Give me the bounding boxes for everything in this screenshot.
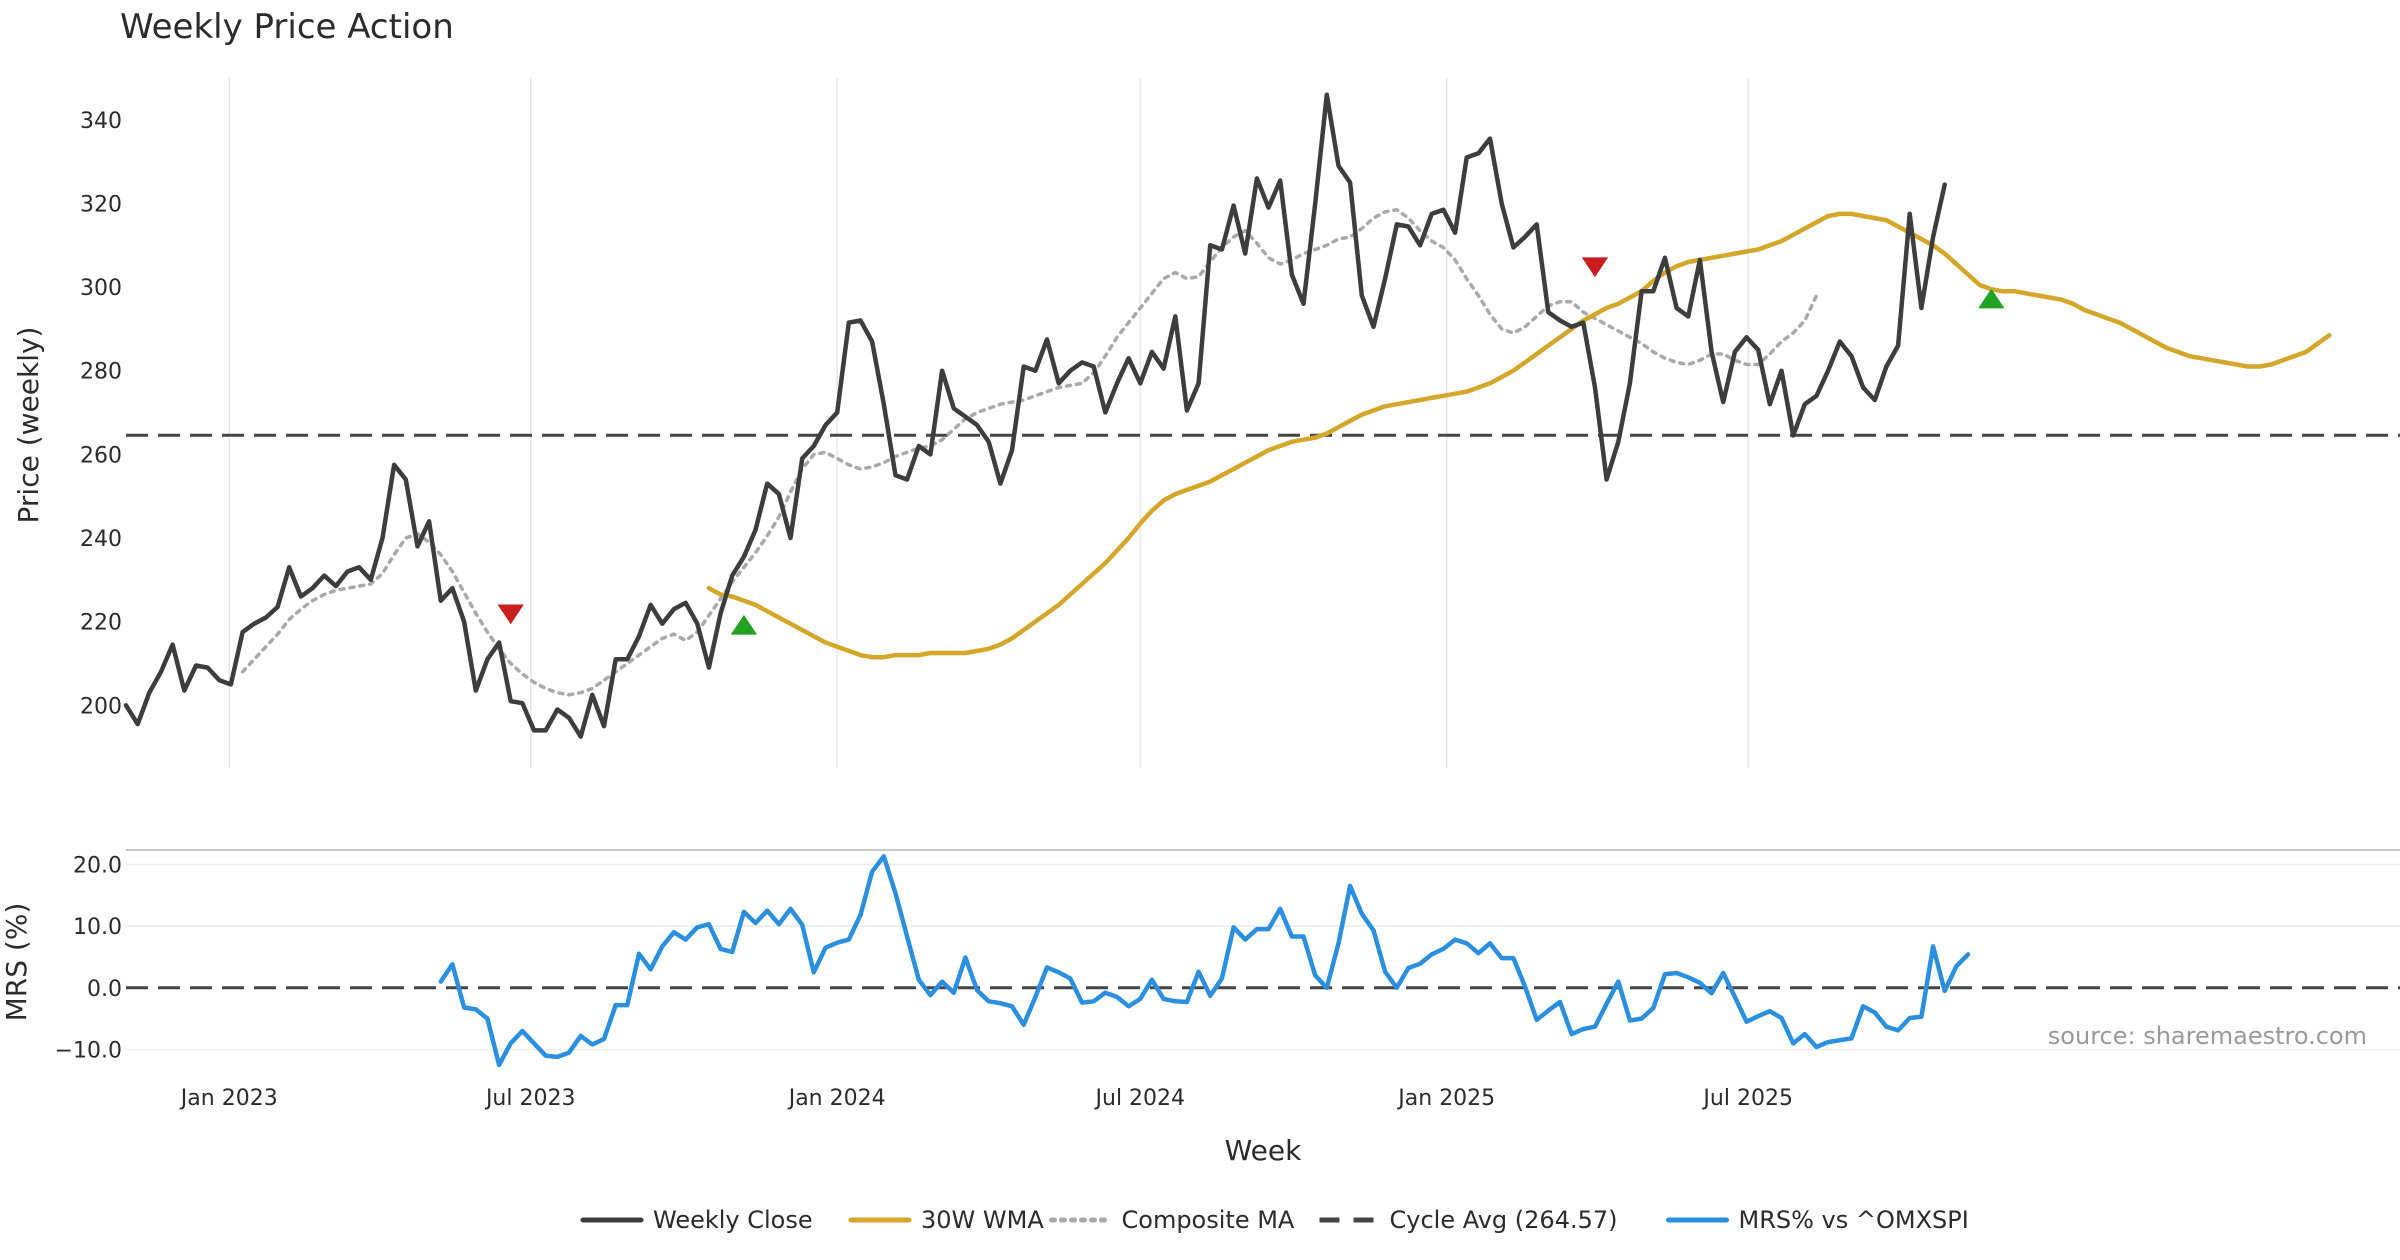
- series-composite-ma-line: [240, 207, 1819, 697]
- legend-item-mrs-vs-omxspi: MRS% vs ^OMXSPI: [1666, 1206, 1969, 1234]
- legend-label: Weekly Close: [653, 1206, 813, 1234]
- tick-labels: Jan 2023 Jul 2023 Jan 2024 Jul 2024 Jan 2025…: [55, 109, 1793, 1111]
- source-note: source: sharemaestro.com: [2048, 1022, 2367, 1050]
- sell-signal-marker: [497, 604, 524, 625]
- signal-markers: [497, 257, 2005, 635]
- legend-label: Composite MA: [1122, 1206, 1295, 1234]
- x-tick-label: Jul 2025: [1701, 1086, 1793, 1111]
- series-weekly-close-line: [123, 92, 1947, 739]
- x-axis-label: Week: [1225, 1134, 1302, 1167]
- chart-title: Weekly Price Action: [120, 7, 454, 47]
- sell-signal-marker: [1581, 257, 1609, 278]
- y-tick-label-mrs: −10.0: [55, 1038, 122, 1063]
- legend: Weekly Close 30W WMA Composite MA Cycle Avg…: [580, 1206, 1969, 1234]
- x-tick-label: Jul 2023: [484, 1086, 576, 1111]
- y-tick-label-mrs: 0.0: [87, 977, 122, 1002]
- series-layer: [123, 92, 2400, 1068]
- y-axis-label-price: Price (weekly): [12, 327, 45, 524]
- y-tick-label-price: 240: [80, 527, 122, 552]
- y-tick-label-price: 320: [80, 192, 122, 217]
- y-tick-label-price: 340: [80, 109, 122, 134]
- y-tick-label-mrs: 10.0: [73, 915, 122, 940]
- y-tick-label-mrs: 20.0: [73, 853, 122, 878]
- legend-label: Cycle Avg (264.57): [1390, 1206, 1618, 1234]
- series-30w-wma-line: [706, 211, 2332, 660]
- y-tick-label-price: 200: [80, 694, 122, 719]
- x-tick-label: Jul 2024: [1094, 1086, 1186, 1111]
- gridlines: [126, 78, 2400, 1051]
- y-tick-label-price: 280: [80, 360, 122, 385]
- legend-label: MRS% vs ^OMXSPI: [1739, 1206, 1969, 1234]
- x-tick-label: Jan 2024: [787, 1086, 886, 1111]
- x-tick-label: Jan 2025: [1396, 1086, 1495, 1111]
- legend-item-cycle-avg-264-57: Cycle Avg (264.57): [1319, 1206, 1618, 1234]
- x-tick-label: Jan 2023: [179, 1086, 278, 1111]
- buy-signal-marker: [1978, 288, 2005, 309]
- legend-item-30w-wma: 30W WMA: [848, 1206, 1044, 1234]
- y-tick-label-price: 300: [80, 276, 122, 301]
- buy-signal-marker: [730, 614, 758, 635]
- y-tick-label-price: 220: [80, 611, 122, 636]
- legend-item-composite-ma: Composite MA: [1049, 1206, 1295, 1234]
- legend-label: 30W WMA: [921, 1206, 1044, 1234]
- series-mrs-vs-omxspi-line: [438, 854, 1971, 1068]
- y-axis-label-mrs: MRS (%): [0, 903, 33, 1022]
- y-tick-label-price: 260: [80, 443, 122, 468]
- legend-item-weekly-close: Weekly Close: [580, 1206, 813, 1234]
